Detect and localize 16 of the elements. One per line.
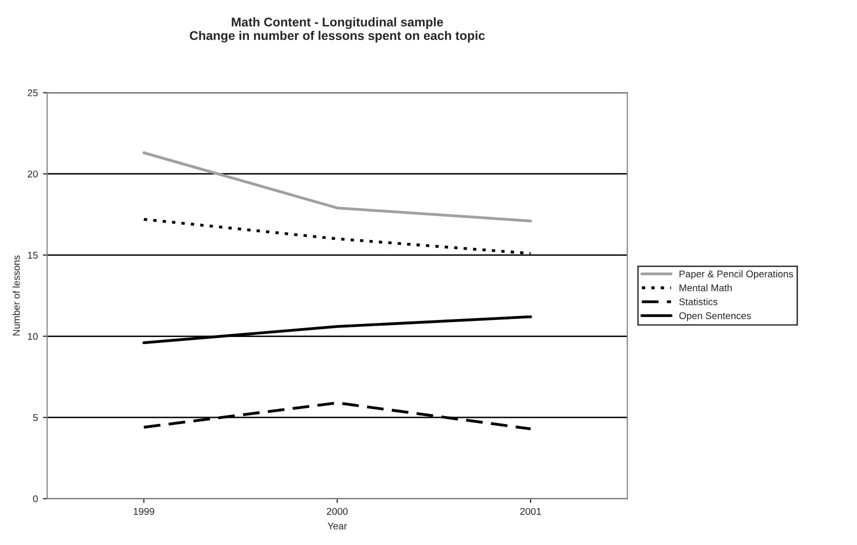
y-tick-label: 5	[33, 414, 38, 422]
legend-label: Mental Math	[680, 284, 732, 292]
x-axis-title: Year	[328, 522, 347, 530]
y-tick-label: 25	[28, 89, 38, 96]
y-axis-title: Number of lessons	[12, 255, 20, 336]
y-tick-label: 15	[28, 252, 38, 259]
x-tick-label: 1999	[134, 508, 154, 515]
y-tick-label: 20	[28, 170, 38, 178]
chart-title: Math Content - Longitudinal sample Change in number of lessons spent on each topic	[190, 17, 485, 43]
legend-label: Open Sentences	[679, 312, 751, 322]
legend-label: Paper & Pencil Operations	[680, 270, 794, 280]
x-tick-label: 2001	[520, 508, 541, 515]
y-tick-label: 0	[33, 495, 38, 502]
x-tick-label: 2000	[326, 508, 348, 515]
y-tick-label: 10	[28, 333, 38, 340]
legend-label: Statistics	[679, 298, 718, 306]
